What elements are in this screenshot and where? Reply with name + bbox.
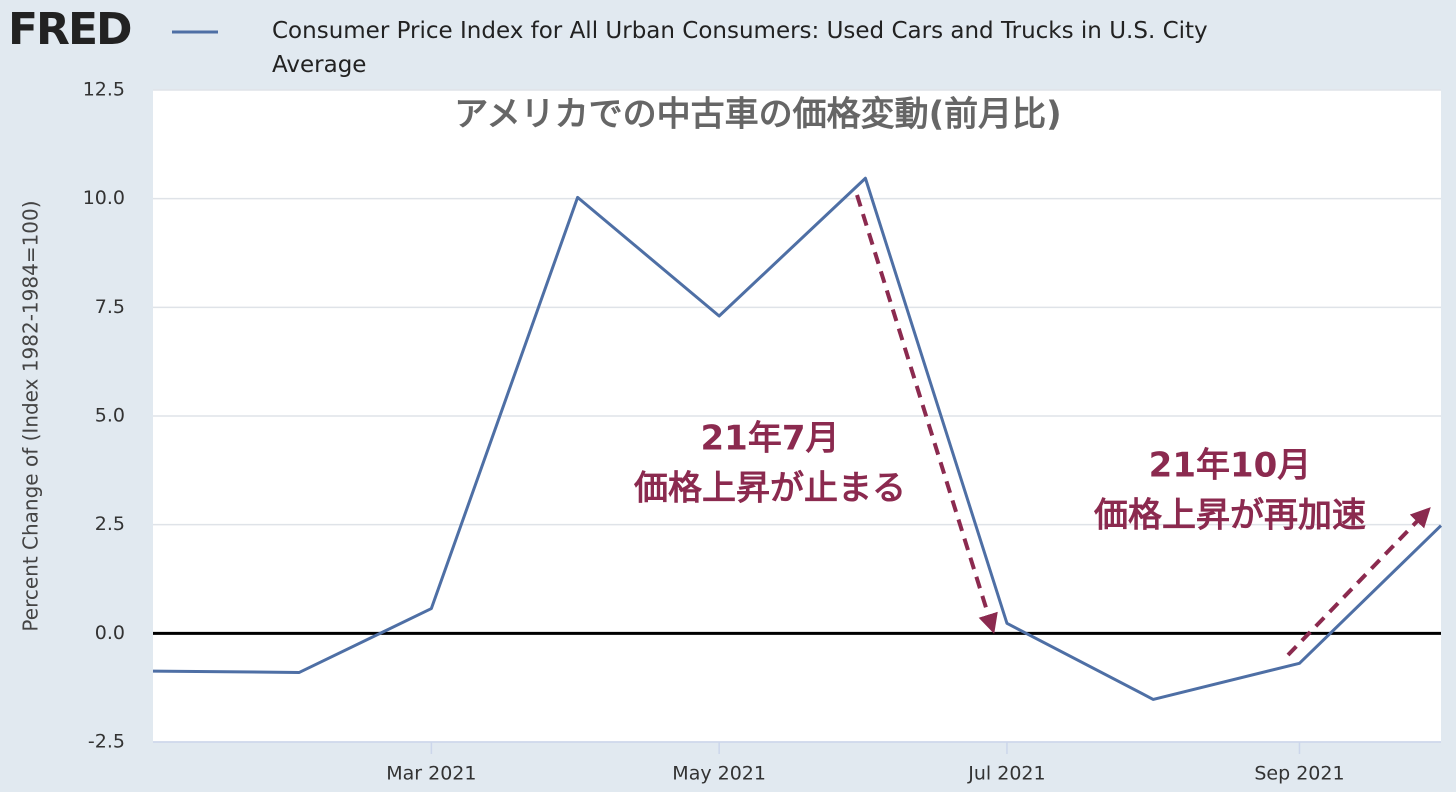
chart-title: アメリカでの中古車の価格変動(前月比) [454,95,1061,135]
annotation: 価格上昇が再加速 [1093,496,1366,536]
y-tick-label: 7.5 [95,296,125,318]
y-tick-label: 0.0 [95,622,125,644]
annotation: 価格上昇が止まる [633,469,906,509]
arrow [1286,507,1431,657]
annotation: 21年10月 [1149,446,1312,486]
y-tick-label: 12.5 [83,79,125,101]
logo: FRED [8,4,133,55]
arrow [855,194,998,634]
y-tick-label: 2.5 [95,513,125,535]
y-tick-label: 10.0 [83,187,125,209]
x-tick-label: Jul 2021 [967,763,1045,785]
y-tick-label: -2.5 [88,731,125,753]
y-tick-label: 5.0 [95,405,125,427]
x-tick-label: Mar 2021 [386,763,476,785]
x-tick-label: May 2021 [672,763,766,785]
annotation: 21年7月 [701,419,840,459]
data-line [152,176,1443,701]
x-tick-label: Sep 2021 [1254,763,1344,785]
legend-entry: Consumer Price Index for All Urban Consu… [272,18,1208,78]
y-axis-label: Percent Change of (Index 1982-1984=100) [19,200,43,631]
